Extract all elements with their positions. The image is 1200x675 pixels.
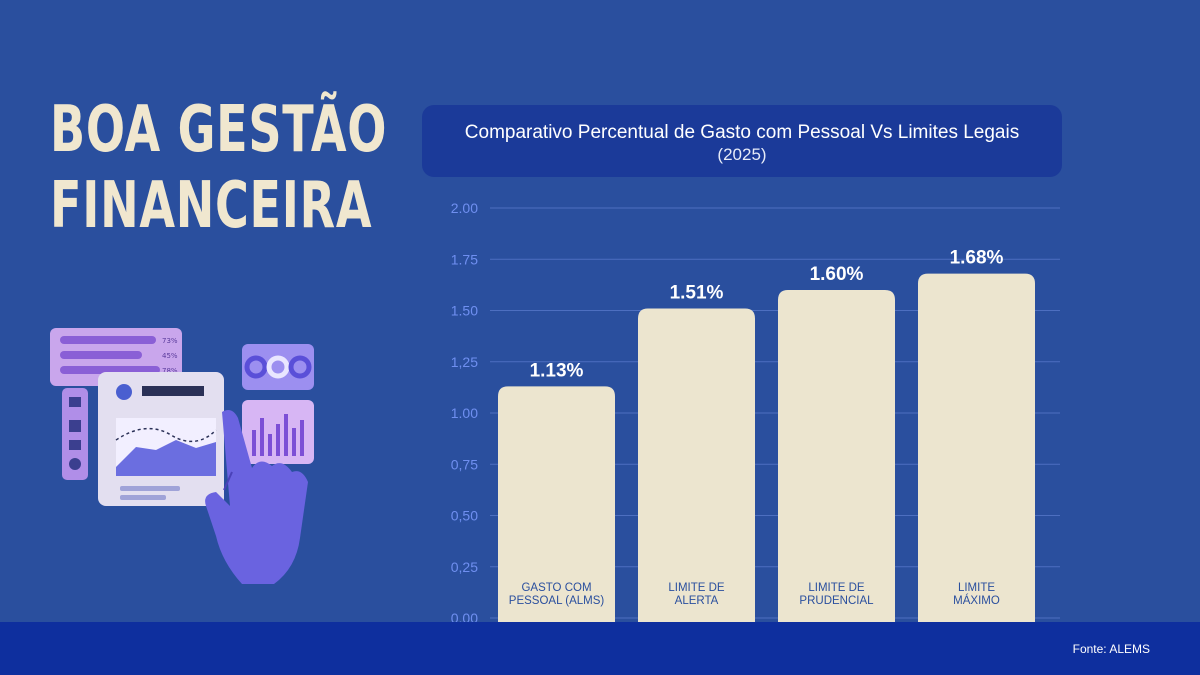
bar xyxy=(498,386,615,622)
y-tick-label: 0,25 xyxy=(451,559,478,575)
y-tick-label: 1.00 xyxy=(451,405,478,421)
y-tick-label: 1.50 xyxy=(451,303,478,319)
bar-value-label: 1.13% xyxy=(530,360,584,381)
x-category-label: ALERTA xyxy=(675,595,719,607)
x-category-label: LIMITE DE xyxy=(808,582,865,594)
x-category-label: MÁXIMO xyxy=(953,594,1000,607)
x-category-label: GASTO COM xyxy=(521,582,591,594)
bar xyxy=(918,273,1035,622)
bar-value-label: 1.68% xyxy=(950,248,1004,269)
bar-value-label: 1.60% xyxy=(810,264,864,285)
x-category-label: PRUDENCIAL xyxy=(799,595,874,607)
bar-value-label: 1.51% xyxy=(670,282,724,303)
chart-title: Comparativo Percentual de Gasto com Pess… xyxy=(464,122,1020,143)
headline-line-2: FINANCEIRA xyxy=(50,169,373,243)
footer: Fonte: ALEMS xyxy=(0,622,1200,675)
chart-subtitle: (2025) xyxy=(717,145,767,164)
dashboard-hand-icon: 73% 45% 78% xyxy=(50,328,314,584)
source-label: Fonte: ALEMS xyxy=(1072,642,1150,656)
stat-label-1: 73% xyxy=(162,337,178,345)
y-tick-label: 2.00 xyxy=(451,200,478,216)
headline: BOA GESTÃO FINANCEIRA xyxy=(50,92,387,244)
x-category-label: LIMITE DE xyxy=(668,582,725,594)
stat-label-2: 45% xyxy=(162,352,178,360)
y-tick-label: 1,25 xyxy=(451,354,478,370)
bar xyxy=(638,308,755,622)
y-tick-label: 0,75 xyxy=(451,456,478,472)
stat-label-3: 78% xyxy=(162,367,178,375)
x-category-label: PESSOAL (ALMS) xyxy=(509,595,605,607)
x-category-label: LIMITE xyxy=(958,582,995,594)
y-tick-label: 1.75 xyxy=(451,251,478,267)
chart-header: Comparativo Percentual de Gasto com Pess… xyxy=(422,105,1062,177)
y-tick-label: 0,50 xyxy=(451,508,478,524)
bar xyxy=(778,290,895,622)
headline-line-1: BOA GESTÃO xyxy=(50,93,388,167)
